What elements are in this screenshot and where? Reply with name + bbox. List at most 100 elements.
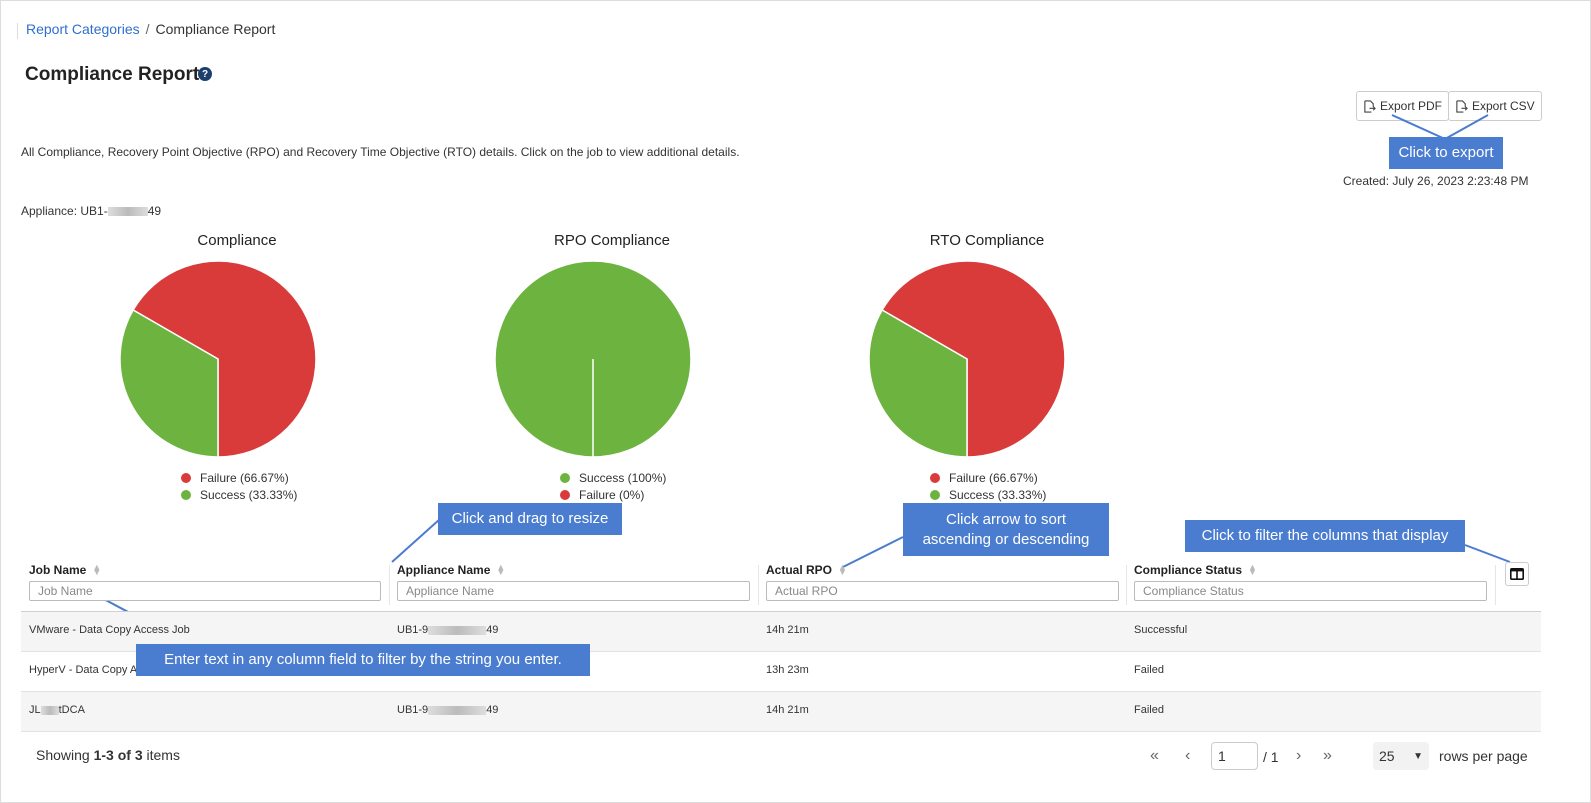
cell-job-suffix: tDCA — [58, 704, 85, 716]
column-header-appliance-name[interactable]: Appliance Name ▲ ▼ — [397, 562, 506, 578]
column-resize-handle[interactable] — [389, 565, 390, 605]
last-page-icon[interactable]: » — [1323, 747, 1332, 764]
page-total: / 1 — [1263, 749, 1279, 765]
callout-line — [1391, 114, 1446, 140]
legend-item[interactable]: Failure (66.67%) — [181, 469, 297, 486]
legend-item[interactable]: Success (33.33%) — [181, 486, 297, 503]
cell-compliance-status: Failed — [1134, 664, 1164, 676]
items-count-range: 1-3 of 3 — [93, 747, 143, 763]
columns-icon — [1510, 568, 1524, 580]
table-row[interactable]: JL tDCA UB1-9 49 14h 21m Failed — [21, 692, 1541, 732]
cell-appliance-suffix: 49 — [486, 624, 499, 636]
page-description: All Compliance, Recovery Point Objective… — [21, 145, 740, 159]
table-header-divider — [21, 611, 1541, 612]
column-resize-handle[interactable] — [758, 565, 759, 605]
help-icon[interactable]: ? — [198, 67, 212, 81]
column-header-compliance-status[interactable]: Compliance Status ▲ ▼ — [1134, 562, 1257, 578]
cell-appliance-suffix: 49 — [486, 704, 499, 716]
callout-resize: Click and drag to resize — [438, 503, 622, 535]
breadcrumb-separator: / — [145, 21, 150, 37]
legend-dot — [560, 489, 570, 500]
callout-sort-line2: ascending or descending — [922, 530, 1090, 548]
legend-rpo: Success (100%) Failure (0%) — [560, 469, 666, 503]
export-csv-label: Export CSV — [1472, 99, 1535, 113]
callout-line — [1464, 544, 1511, 563]
chevron-down-icon: ▼ — [1413, 750, 1423, 762]
cell-compliance-status: Failed — [1134, 704, 1164, 716]
filter-input-appliance-name[interactable] — [397, 581, 750, 601]
appliance-suffix: 49 — [147, 204, 162, 218]
legend-dot — [181, 489, 191, 500]
table-row[interactable]: HyperV - Data Copy Ac 13h 23m Failed — [21, 652, 1541, 692]
column-header-job-name[interactable]: Job Name ▲ ▼ — [29, 562, 102, 578]
column-filter-button[interactable] — [1505, 562, 1529, 586]
breadcrumb-divider — [17, 23, 18, 39]
cell-actual-rpo: 14h 21m — [766, 704, 809, 716]
chart-title-compliance: Compliance — [197, 232, 277, 249]
sort-icon[interactable]: ▲ ▼ — [838, 562, 847, 577]
legend-dot — [930, 489, 940, 500]
cell-job-prefix: JL — [29, 704, 41, 716]
items-count: Showing 1-3 of 3 items — [36, 747, 180, 763]
cell-job-name: JL tDCA — [29, 704, 85, 716]
cell-job-name: VMware - Data Copy Access Job — [29, 624, 190, 636]
column-resize-handle[interactable] — [1126, 565, 1127, 605]
legend-label: Failure (66.67%) — [949, 470, 1038, 485]
legend-item[interactable]: Failure (66.67%) — [930, 469, 1046, 486]
first-page-icon[interactable]: « — [1150, 747, 1159, 764]
legend-label: Success (33.33%) — [949, 487, 1047, 502]
prev-page-icon[interactable]: ‹ — [1185, 747, 1191, 764]
filter-input-compliance-status[interactable] — [1134, 581, 1487, 601]
column-header-label: Appliance Name — [397, 563, 491, 577]
pie-slice-success[interactable] — [119, 308, 219, 458]
filter-input-job-name[interactable] — [29, 581, 381, 601]
chart-title-rpo: RPO Compliance — [554, 232, 670, 249]
created-timestamp: Created: July 26, 2023 2:23:48 PM — [1343, 174, 1529, 188]
page-number-input[interactable] — [1211, 742, 1258, 770]
breadcrumb-current: Compliance Report — [155, 21, 276, 37]
column-header-label: Actual RPO — [766, 563, 833, 577]
cell-appliance-prefix: UB1-9 — [397, 704, 429, 716]
pie-slice-failure[interactable] — [881, 260, 1066, 458]
chart-title-rto: RTO Compliance — [929, 232, 1045, 249]
items-count-prefix: Showing — [36, 747, 94, 763]
redacted-text — [428, 705, 487, 715]
legend-dot — [930, 472, 940, 483]
legend-dot — [181, 472, 191, 483]
cell-actual-rpo: 13h 23m — [766, 664, 809, 676]
cell-job-name: HyperV - Data Copy Ac — [29, 664, 143, 676]
sort-icon[interactable]: ▲ ▼ — [496, 562, 506, 577]
callout-sort-line1: Click arrow to sort — [945, 510, 1067, 528]
column-header-label: Compliance Status — [1134, 563, 1243, 577]
legend-item[interactable]: Failure (0%) — [560, 486, 666, 503]
callout-filter: Enter text in any column field to filter… — [136, 644, 590, 676]
pie-slice-failure[interactable] — [132, 260, 317, 458]
column-header-actual-rpo[interactable]: Actual RPO ▲ ▼ — [766, 562, 847, 578]
column-header-label: Job Name — [29, 563, 87, 577]
filter-input-actual-rpo[interactable] — [766, 581, 1119, 601]
column-resize-handle[interactable] — [1495, 565, 1496, 605]
export-csv-button[interactable]: Export CSV — [1448, 91, 1542, 121]
export-file-icon — [1364, 99, 1376, 113]
breadcrumb: Report Categories / Compliance Report — [26, 21, 275, 37]
cell-compliance-status: Successful — [1134, 624, 1188, 636]
legend-item[interactable]: Success (100%) — [560, 469, 666, 486]
export-file-icon — [1456, 99, 1468, 113]
rows-per-page-select[interactable]: 25 ▼ — [1373, 742, 1429, 770]
sort-icon[interactable]: ▲ ▼ — [92, 562, 102, 577]
next-page-icon[interactable]: › — [1296, 747, 1302, 764]
legend-label: Failure (66.67%) — [200, 470, 289, 485]
redacted-text — [107, 207, 148, 217]
rows-per-page-value: 25 — [1379, 748, 1395, 764]
cell-appliance-name: UB1-9 49 — [397, 624, 498, 636]
legend-dot — [560, 472, 570, 483]
callout-line — [1444, 114, 1489, 140]
legend-rto: Failure (66.67%) Success (33.33%) — [930, 469, 1046, 503]
legend-item[interactable]: Success (33.33%) — [930, 486, 1046, 503]
pie-chart-rto — [868, 260, 1066, 458]
rows-per-page-label: rows per page — [1439, 748, 1528, 764]
breadcrumb-link-report-categories[interactable]: Report Categories — [26, 21, 140, 37]
sort-icon[interactable]: ▲ ▼ — [1248, 562, 1257, 577]
pie-slice-success[interactable] — [868, 308, 968, 458]
export-pdf-label: Export PDF — [1380, 99, 1443, 113]
